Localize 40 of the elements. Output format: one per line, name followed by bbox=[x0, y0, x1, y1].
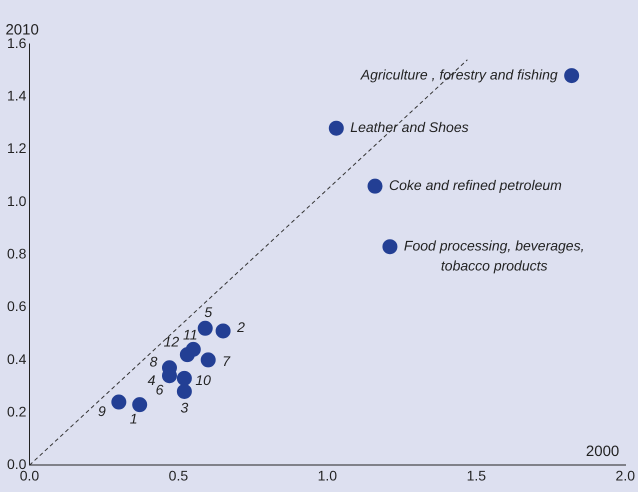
point bbox=[180, 347, 195, 362]
x-axis-title: 2000 bbox=[586, 442, 620, 460]
annotation: 4 bbox=[148, 372, 156, 388]
x-tick-label: 1.0 bbox=[318, 467, 338, 484]
point bbox=[368, 178, 383, 194]
y-tick-label: 0.2 bbox=[6, 403, 27, 420]
y-tick-label: 0.4 bbox=[6, 350, 27, 367]
annotation: 5 bbox=[204, 304, 212, 320]
annotation: 9 bbox=[98, 402, 106, 419]
annotation: Leather and Shoes bbox=[350, 119, 469, 136]
annotation: Food processing, beverages, tobacco products bbox=[404, 238, 584, 274]
annotation: 12 bbox=[164, 334, 180, 350]
x-tick-label: 2.0 bbox=[616, 467, 636, 484]
point bbox=[216, 323, 231, 338]
point bbox=[198, 320, 213, 336]
y-tick-label: 1.4 bbox=[6, 88, 27, 104]
x-tick-label: 0.5 bbox=[168, 467, 188, 484]
y-tick-label: 0.8 bbox=[6, 245, 27, 262]
point bbox=[200, 352, 216, 368]
annotation: 8 bbox=[150, 354, 158, 370]
point bbox=[176, 384, 192, 399]
annotation: 6 bbox=[156, 382, 164, 398]
annotation: 7 bbox=[222, 352, 232, 369]
annotation: 3 bbox=[180, 399, 188, 416]
point bbox=[132, 397, 148, 412]
annotation: 11 bbox=[183, 326, 198, 342]
annotation: Coke and refined petroleum bbox=[389, 177, 562, 194]
annotation: Agriculture , forestry and fishing bbox=[360, 66, 558, 82]
point bbox=[382, 239, 398, 254]
y-tick-label: 0.6 bbox=[6, 298, 27, 314]
point bbox=[328, 120, 344, 136]
y-tick-label: 1.0 bbox=[6, 192, 27, 209]
annotation: 10 bbox=[195, 372, 212, 388]
annotation: 2 bbox=[236, 318, 246, 335]
y-tick-label: 1.2 bbox=[6, 140, 27, 156]
point bbox=[564, 68, 580, 84]
annotation: 1 bbox=[130, 410, 138, 427]
x-tick-label: 1.5 bbox=[466, 467, 486, 484]
point bbox=[111, 394, 126, 410]
point bbox=[176, 370, 192, 386]
